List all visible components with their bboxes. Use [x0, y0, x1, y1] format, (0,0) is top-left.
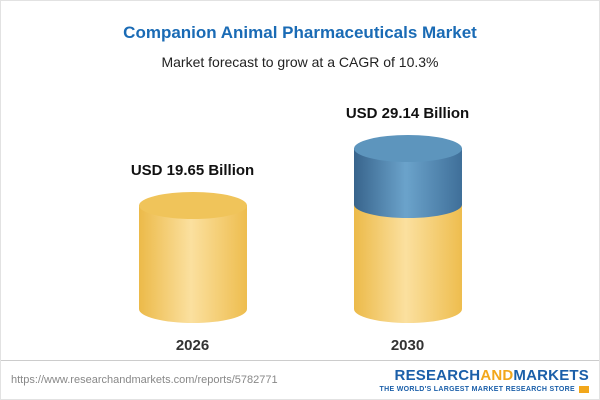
- bar-column-2030: USD 29.14 Billion 2030: [328, 105, 488, 354]
- cylinder-top-cap-gold: [138, 192, 247, 219]
- bar-2030-growth-segment: [353, 135, 462, 218]
- page-title: Companion Animal Pharmaceuticals Market: [123, 23, 477, 42]
- logo-accent-block-icon: [579, 385, 589, 393]
- logo-wordmark: RESEARCHANDMARKETS: [395, 368, 589, 383]
- header: Companion Animal Pharmaceuticals Market …: [1, 1, 599, 70]
- cylinder-top-cap-blue: [353, 135, 462, 162]
- cylinder-bar-chart: USD 19.65 Billion 2026 USD 29.14 Billion…: [1, 70, 599, 360]
- logo-word-and: AND: [480, 366, 514, 384]
- researchandmarkets-logo[interactable]: RESEARCHANDMARKETS THE WORLD'S LARGEST M…: [380, 368, 589, 393]
- bar-column-2026: USD 19.65 Billion 2026: [113, 162, 273, 354]
- axis-label-2026: 2026: [175, 337, 210, 354]
- logo-word-markets: MARKETS: [513, 366, 589, 384]
- logo-tagline: THE WORLD'S LARGEST MARKET RESEARCH STOR…: [379, 385, 575, 393]
- logo-tagline-row: THE WORLD'S LARGEST MARKET RESEARCH STOR…: [379, 385, 589, 393]
- bar-2026-segment: [138, 192, 247, 323]
- axis-label-2030: 2030: [390, 337, 425, 354]
- value-label-2026: USD 19.65 Billion: [130, 162, 255, 179]
- footer: https://www.researchandmarkets.com/repor…: [1, 360, 599, 399]
- cylinder-boundary-cap-blue: [353, 191, 462, 218]
- cylinder-2030: [353, 134, 462, 323]
- page-subtitle: Market forecast to grow at a CAGR of 10.…: [161, 54, 439, 70]
- bar-2030-base-segment: [353, 205, 462, 323]
- logo-word-research: RESEARCH: [394, 366, 481, 384]
- cylinder-2026: [138, 191, 247, 323]
- report-url-link[interactable]: https://www.researchandmarkets.com/repor…: [11, 374, 278, 386]
- value-label-2030: USD 29.14 Billion: [345, 105, 470, 122]
